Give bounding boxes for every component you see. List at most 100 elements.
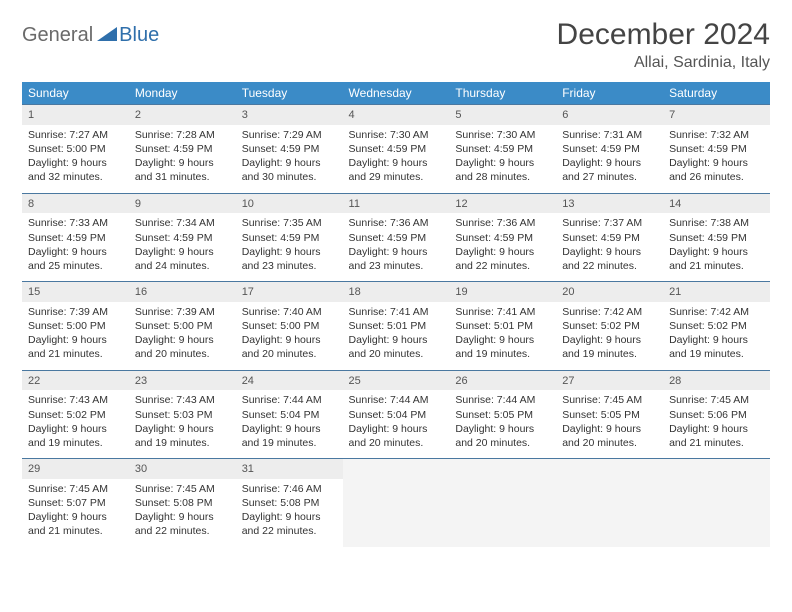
day-line-d1: Daylight: 9 hours <box>455 156 550 170</box>
header: General Blue December 2024 Allai, Sardin… <box>22 18 770 72</box>
day-cell: Sunrise: 7:29 AMSunset: 4:59 PMDaylight:… <box>236 125 343 193</box>
day-line-d2: and 28 minutes. <box>455 170 550 184</box>
day-number: 3 <box>236 105 343 125</box>
day-body-row: Sunrise: 7:43 AMSunset: 5:02 PMDaylight:… <box>22 390 770 458</box>
day-line-d1: Daylight: 9 hours <box>669 245 764 259</box>
day-number: 26 <box>449 370 556 390</box>
day-cell <box>449 479 556 547</box>
day-line-d1: Daylight: 9 hours <box>28 245 123 259</box>
day-line-d1: Daylight: 9 hours <box>28 156 123 170</box>
day-number: 16 <box>129 282 236 302</box>
day-line-d1: Daylight: 9 hours <box>242 333 337 347</box>
day-line-d2: and 26 minutes. <box>669 170 764 184</box>
day-number <box>663 459 770 479</box>
day-cell: Sunrise: 7:27 AMSunset: 5:00 PMDaylight:… <box>22 125 129 193</box>
day-line-d1: Daylight: 9 hours <box>349 245 444 259</box>
day-number <box>343 459 450 479</box>
day-line-d2: and 27 minutes. <box>562 170 657 184</box>
day-line-ss: Sunset: 5:01 PM <box>349 319 444 333</box>
day-line-ss: Sunset: 4:59 PM <box>455 142 550 156</box>
day-body-row: Sunrise: 7:45 AMSunset: 5:07 PMDaylight:… <box>22 479 770 547</box>
day-cell <box>556 479 663 547</box>
day-cell <box>663 479 770 547</box>
day-line-d2: and 19 minutes. <box>669 347 764 361</box>
day-line-ss: Sunset: 5:02 PM <box>562 319 657 333</box>
day-line-d1: Daylight: 9 hours <box>28 510 123 524</box>
day-line-d1: Daylight: 9 hours <box>455 333 550 347</box>
day-cell: Sunrise: 7:41 AMSunset: 5:01 PMDaylight:… <box>343 302 450 370</box>
day-number: 1 <box>22 105 129 125</box>
day-line-sr: Sunrise: 7:45 AM <box>28 482 123 496</box>
day-line-sr: Sunrise: 7:38 AM <box>669 216 764 230</box>
day-number: 4 <box>343 105 450 125</box>
day-number: 5 <box>449 105 556 125</box>
day-line-ss: Sunset: 5:07 PM <box>28 496 123 510</box>
day-line-sr: Sunrise: 7:35 AM <box>242 216 337 230</box>
day-line-d1: Daylight: 9 hours <box>28 422 123 436</box>
day-line-d1: Daylight: 9 hours <box>242 156 337 170</box>
day-cell: Sunrise: 7:43 AMSunset: 5:03 PMDaylight:… <box>129 390 236 458</box>
day-number: 20 <box>556 282 663 302</box>
day-line-d2: and 20 minutes. <box>349 347 444 361</box>
day-cell: Sunrise: 7:45 AMSunset: 5:05 PMDaylight:… <box>556 390 663 458</box>
day-line-d1: Daylight: 9 hours <box>135 333 230 347</box>
day-line-sr: Sunrise: 7:30 AM <box>455 128 550 142</box>
day-line-sr: Sunrise: 7:36 AM <box>349 216 444 230</box>
day-line-ss: Sunset: 4:59 PM <box>455 231 550 245</box>
triangle-icon <box>97 25 117 46</box>
title-block: December 2024 Allai, Sardinia, Italy <box>557 18 770 72</box>
day-number: 28 <box>663 370 770 390</box>
day-line-ss: Sunset: 4:59 PM <box>242 231 337 245</box>
day-cell: Sunrise: 7:30 AMSunset: 4:59 PMDaylight:… <box>449 125 556 193</box>
day-number: 19 <box>449 282 556 302</box>
day-number: 30 <box>129 459 236 479</box>
day-cell: Sunrise: 7:34 AMSunset: 4:59 PMDaylight:… <box>129 213 236 281</box>
day-body-row: Sunrise: 7:33 AMSunset: 4:59 PMDaylight:… <box>22 213 770 281</box>
day-line-ss: Sunset: 4:59 PM <box>669 142 764 156</box>
day-line-sr: Sunrise: 7:42 AM <box>669 305 764 319</box>
day-line-d2: and 20 minutes. <box>135 347 230 361</box>
day-line-ss: Sunset: 5:02 PM <box>669 319 764 333</box>
day-line-ss: Sunset: 5:06 PM <box>669 408 764 422</box>
day-line-d2: and 20 minutes. <box>242 347 337 361</box>
day-line-d2: and 22 minutes. <box>562 259 657 273</box>
day-cell: Sunrise: 7:44 AMSunset: 5:04 PMDaylight:… <box>343 390 450 458</box>
day-cell: Sunrise: 7:45 AMSunset: 5:06 PMDaylight:… <box>663 390 770 458</box>
day-line-d2: and 31 minutes. <box>135 170 230 184</box>
day-cell <box>343 479 450 547</box>
day-line-ss: Sunset: 4:59 PM <box>135 142 230 156</box>
day-number: 11 <box>343 193 450 213</box>
day-line-ss: Sunset: 5:03 PM <box>135 408 230 422</box>
day-line-d2: and 20 minutes. <box>349 436 444 450</box>
day-cell: Sunrise: 7:40 AMSunset: 5:00 PMDaylight:… <box>236 302 343 370</box>
day-line-sr: Sunrise: 7:46 AM <box>242 482 337 496</box>
day-cell: Sunrise: 7:41 AMSunset: 5:01 PMDaylight:… <box>449 302 556 370</box>
day-cell: Sunrise: 7:38 AMSunset: 4:59 PMDaylight:… <box>663 213 770 281</box>
day-cell: Sunrise: 7:43 AMSunset: 5:02 PMDaylight:… <box>22 390 129 458</box>
day-number: 27 <box>556 370 663 390</box>
day-line-d2: and 19 minutes. <box>242 436 337 450</box>
day-cell: Sunrise: 7:36 AMSunset: 4:59 PMDaylight:… <box>449 213 556 281</box>
day-line-sr: Sunrise: 7:42 AM <box>562 305 657 319</box>
day-line-sr: Sunrise: 7:37 AM <box>562 216 657 230</box>
day-number: 31 <box>236 459 343 479</box>
day-line-d1: Daylight: 9 hours <box>135 156 230 170</box>
day-cell: Sunrise: 7:39 AMSunset: 5:00 PMDaylight:… <box>129 302 236 370</box>
day-line-ss: Sunset: 5:04 PM <box>242 408 337 422</box>
day-line-ss: Sunset: 4:59 PM <box>242 142 337 156</box>
day-line-d1: Daylight: 9 hours <box>562 333 657 347</box>
day-line-d2: and 29 minutes. <box>349 170 444 184</box>
weekday-header: Tuesday <box>236 82 343 105</box>
day-line-sr: Sunrise: 7:34 AM <box>135 216 230 230</box>
day-line-d1: Daylight: 9 hours <box>242 422 337 436</box>
day-number: 23 <box>129 370 236 390</box>
day-line-d1: Daylight: 9 hours <box>349 156 444 170</box>
day-line-d2: and 20 minutes. <box>455 436 550 450</box>
day-line-d2: and 21 minutes. <box>669 436 764 450</box>
day-number <box>556 459 663 479</box>
day-line-sr: Sunrise: 7:28 AM <box>135 128 230 142</box>
weekday-header: Sunday <box>22 82 129 105</box>
day-line-ss: Sunset: 4:59 PM <box>135 231 230 245</box>
day-line-sr: Sunrise: 7:45 AM <box>135 482 230 496</box>
day-line-d2: and 22 minutes. <box>455 259 550 273</box>
